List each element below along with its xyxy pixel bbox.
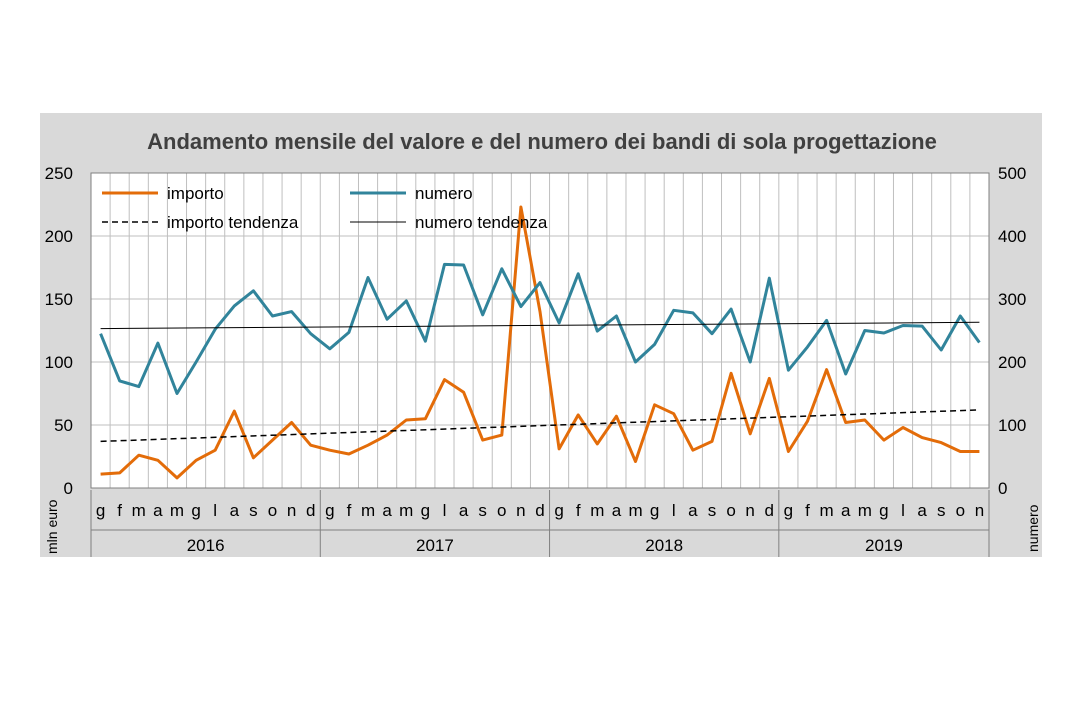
x-tick-month: g — [191, 501, 200, 520]
x-tick-year: 2017 — [416, 536, 454, 555]
chart-panel: Andamento mensile del valore e del numer… — [40, 113, 1042, 557]
series-line-importo — [100, 205, 980, 480]
x-tick-month: s — [937, 501, 946, 520]
x-tick-month: n — [745, 501, 754, 520]
y-tick-right: 100 — [998, 416, 1026, 435]
x-tick-month: a — [917, 501, 927, 520]
x-tick-month: g — [421, 501, 430, 520]
x-tick-year: 2019 — [865, 536, 903, 555]
y-tick-right: 0 — [998, 479, 1007, 498]
x-tick-year: 2016 — [187, 536, 225, 555]
x-tick-month: d — [535, 501, 544, 520]
series-line-numero — [99, 262, 981, 395]
series-lines — [99, 205, 981, 480]
legend-label-importo-tendenza: importo tendenza — [167, 213, 299, 232]
x-tick-month: a — [612, 501, 622, 520]
y-tick-left: 100 — [45, 353, 73, 372]
x-tick-month: m — [590, 501, 604, 520]
x-tick-month: a — [153, 501, 163, 520]
x-tick-month: g — [554, 501, 563, 520]
y-tick-right: 500 — [998, 164, 1026, 183]
x-tick-month: o — [956, 501, 965, 520]
plot-border — [90, 172, 990, 489]
y-tick-left: 150 — [45, 290, 73, 309]
x-tick-month: m — [820, 501, 834, 520]
x-tick-month: a — [382, 501, 392, 520]
x-tick-month: d — [306, 501, 315, 520]
x-tick-month: n — [516, 501, 525, 520]
x-tick-month: m — [132, 501, 146, 520]
series-line-numero-tendenza — [100, 321, 980, 330]
line-chart: Andamento mensile del valore e del numer… — [44, 129, 1041, 557]
legend: importo numero importo tendenza numero tend… — [102, 184, 548, 232]
x-tick-month: g — [879, 501, 888, 520]
x-tick-month: m — [361, 501, 375, 520]
legend-label-numero-tendenza: numero tendenza — [415, 213, 548, 232]
x-tick-month: o — [268, 501, 277, 520]
x-tick-year: 2018 — [645, 536, 683, 555]
x-tick-month: d — [765, 501, 774, 520]
legend-label-numero: numero — [415, 184, 473, 203]
x-tick-month: l — [213, 501, 217, 520]
x-tick-month: g — [784, 501, 793, 520]
plot-area — [91, 173, 989, 488]
y-tick-right: 200 — [998, 353, 1026, 372]
x-tick-month: n — [975, 501, 984, 520]
y-axis-right-label: numero — [1025, 504, 1041, 552]
x-tick-month: f — [117, 501, 122, 520]
x-tick-month: f — [805, 501, 810, 520]
y-tick-left: 200 — [45, 227, 73, 246]
x-tick-month: s — [478, 501, 487, 520]
x-tick-month: m — [858, 501, 872, 520]
x-tick-month: l — [672, 501, 676, 520]
x-tick-month: m — [170, 501, 184, 520]
x-tick-month: l — [901, 501, 905, 520]
y-axis-left-label: mln euro — [44, 499, 60, 554]
legend-label-importo: importo — [167, 184, 224, 203]
x-tick-month: g — [325, 501, 334, 520]
x-tick-month: f — [347, 501, 352, 520]
y-tick-left: 0 — [64, 479, 73, 498]
x-tick-month: a — [688, 501, 698, 520]
x-tick-month: s — [249, 501, 257, 520]
chart-title: Andamento mensile del valore e del numer… — [147, 129, 937, 154]
x-tick-month: f — [576, 501, 581, 520]
x-tick-month: n — [287, 501, 296, 520]
x-tick-month: g — [96, 501, 105, 520]
y-axis-left: 0 50 100 150 200 250 — [45, 164, 73, 498]
x-tick-month: a — [230, 501, 240, 520]
y-tick-left: 50 — [54, 416, 73, 435]
x-tick-month: o — [497, 501, 506, 520]
x-tick-month: m — [628, 501, 642, 520]
x-tick-month: s — [708, 501, 717, 520]
x-tick-month: o — [726, 501, 735, 520]
x-tick-month: g — [650, 501, 659, 520]
y-tick-right: 300 — [998, 290, 1026, 309]
x-tick-month: a — [459, 501, 469, 520]
y-tick-right: 400 — [998, 227, 1026, 246]
x-tick-month: l — [443, 501, 447, 520]
x-tick-month: a — [841, 501, 851, 520]
series-line-importo-tendenza — [100, 409, 980, 443]
x-tick-month: m — [399, 501, 413, 520]
y-tick-left: 250 — [45, 164, 73, 183]
y-axis-right: 0 100 200 300 400 500 — [998, 164, 1026, 498]
